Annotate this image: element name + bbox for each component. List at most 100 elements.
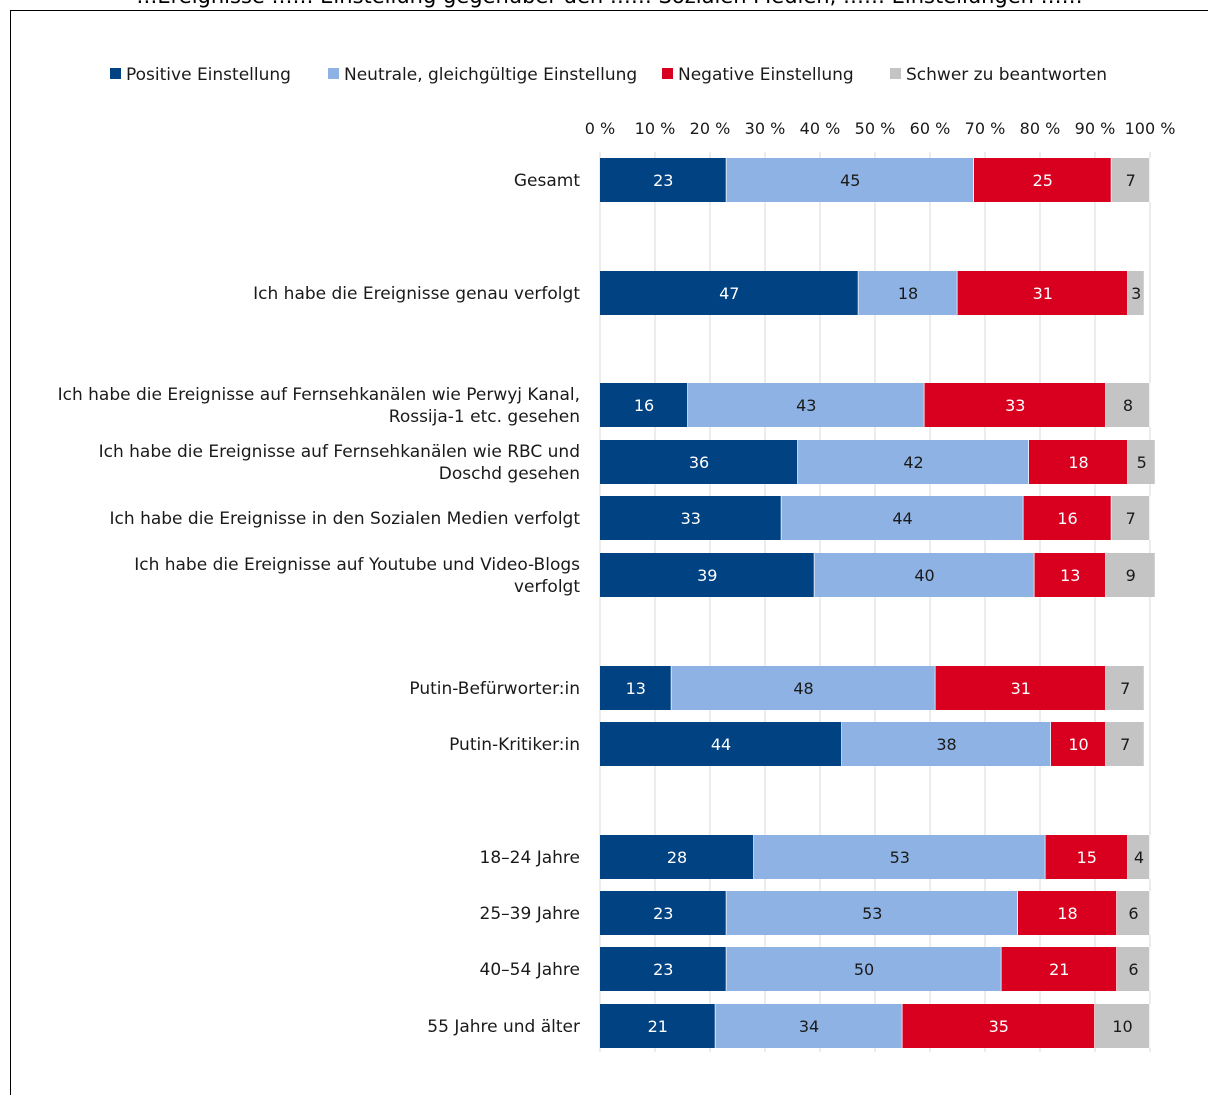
bar-segment <box>1117 947 1150 991</box>
legend-swatch <box>662 68 673 79</box>
x-tick-label: 30 % <box>745 119 786 138</box>
bar-value-label: 6 <box>1128 960 1138 979</box>
bar-segment <box>1095 1004 1150 1048</box>
bar-segment <box>1051 722 1106 766</box>
bar-segment <box>1029 440 1128 484</box>
bar-value-label: 18 <box>898 284 918 303</box>
bar-segment <box>726 891 1018 935</box>
bar-segment <box>600 440 798 484</box>
bar-segment <box>1111 158 1150 202</box>
bar-segment <box>671 666 936 710</box>
chart-title: …Ereignisse …… Einstellung gegenüber den… <box>11 0 1208 8</box>
x-tick-label: 50 % <box>855 119 896 138</box>
bar-segment <box>1106 553 1156 597</box>
bar-segment <box>1106 666 1145 710</box>
bar-value-label: 13 <box>1060 566 1080 585</box>
bar-value-label: 23 <box>653 904 673 923</box>
bar-value-label: 5 <box>1137 453 1147 472</box>
bar-value-label: 42 <box>903 453 923 472</box>
bar-segment <box>842 722 1051 766</box>
bar-segment <box>600 553 815 597</box>
bar-segment <box>957 271 1128 315</box>
x-tick-label: 10 % <box>635 119 676 138</box>
bar-value-label: 53 <box>890 848 910 867</box>
legend-label: Schwer zu beantworten <box>906 65 1107 85</box>
x-tick-label: 70 % <box>965 119 1006 138</box>
bar-segment <box>1034 553 1106 597</box>
bar-segment <box>935 666 1106 710</box>
bar-segment <box>1128 440 1156 484</box>
bar-value-label: 3 <box>1131 284 1141 303</box>
category-label: Ich habe die Ereignisse auf Fernsehkanäl… <box>58 385 580 405</box>
bar-segment <box>798 440 1029 484</box>
bar-segment <box>688 383 925 427</box>
legend-swatch <box>110 68 121 79</box>
bar-value-label: 4 <box>1134 848 1144 867</box>
bar-value-label: 7 <box>1126 171 1136 190</box>
category-label: Gesamt <box>514 171 580 191</box>
bar-segment <box>1106 383 1150 427</box>
bar-value-label: 53 <box>862 904 882 923</box>
bar-value-label: 16 <box>1057 509 1077 528</box>
category-label: 25–39 Jahre <box>480 904 580 924</box>
bar-value-label: 6 <box>1128 904 1138 923</box>
legend-label: Negative Einstellung <box>678 65 854 85</box>
bar-value-label: 33 <box>1005 396 1025 415</box>
bar-value-label: 7 <box>1126 509 1136 528</box>
bar-value-label: 13 <box>626 679 646 698</box>
bar-segment <box>600 891 727 935</box>
category-label: 18–24 Jahre <box>480 848 580 868</box>
legend-label: Positive Einstellung <box>126 65 291 85</box>
legend-swatch <box>890 68 901 79</box>
bar-segment <box>902 1004 1095 1048</box>
bar-segment <box>1128 835 1150 879</box>
bar-value-label: 18 <box>1068 453 1088 472</box>
chart-title-clipped: …Ereignisse …… Einstellung gegenüber den… <box>11 0 1208 9</box>
bar-segment <box>781 496 1024 540</box>
category-label: Rossija-1 etc. gesehen <box>389 407 580 427</box>
legend-swatch <box>328 68 339 79</box>
x-tick-label: 20 % <box>690 119 731 138</box>
bar-segment <box>600 271 859 315</box>
category-label: Putin-Kritiker:in <box>449 735 580 755</box>
bar-value-label: 7 <box>1120 735 1130 754</box>
category-label: Ich habe die Ereignisse auf Fernsehkanäl… <box>99 442 580 462</box>
bar-value-label: 21 <box>648 1017 668 1036</box>
bar-segment <box>858 271 958 315</box>
bar-segment <box>1111 496 1150 540</box>
category-label: Ich habe die Ereignisse in den Sozialen … <box>110 509 581 529</box>
x-tick-label: 80 % <box>1020 119 1061 138</box>
bar-segment <box>600 722 842 766</box>
bar-value-label: 25 <box>1033 171 1053 190</box>
category-label: verfolgt <box>514 577 580 597</box>
frame-border-left <box>10 10 11 1095</box>
bar-value-label: 16 <box>634 396 654 415</box>
x-tick-label: 0 % <box>585 119 615 138</box>
x-tick-label: 40 % <box>800 119 841 138</box>
category-label: Ich habe die Ereignisse genau verfolgt <box>253 284 580 304</box>
bar-value-label: 50 <box>854 960 874 979</box>
bar-segment <box>1023 496 1112 540</box>
bar-value-label: 18 <box>1057 904 1077 923</box>
bar-value-label: 23 <box>653 960 673 979</box>
bar-value-label: 33 <box>681 509 701 528</box>
category-label: 40–54 Jahre <box>480 960 580 980</box>
bar-value-label: 39 <box>697 566 717 585</box>
bar-value-label: 31 <box>1011 679 1031 698</box>
bar-value-label: 44 <box>892 509 912 528</box>
bar-segment <box>726 947 1002 991</box>
bar-segment <box>1128 271 1145 315</box>
legend-label: Neutrale, gleichgültige Einstellung <box>344 65 637 85</box>
bar-segment <box>600 1004 716 1048</box>
bar-value-label: 9 <box>1126 566 1136 585</box>
bar-segment <box>1117 891 1150 935</box>
bar-segment <box>600 383 688 427</box>
bar-segment <box>600 835 754 879</box>
x-tick-label: 90 % <box>1075 119 1116 138</box>
bar-value-label: 10 <box>1068 735 1088 754</box>
category-label: Ich habe die Ereignisse auf Youtube und … <box>134 555 580 575</box>
bar-value-label: 8 <box>1123 396 1133 415</box>
bar-segment <box>600 666 672 710</box>
bar-segment <box>1018 891 1117 935</box>
